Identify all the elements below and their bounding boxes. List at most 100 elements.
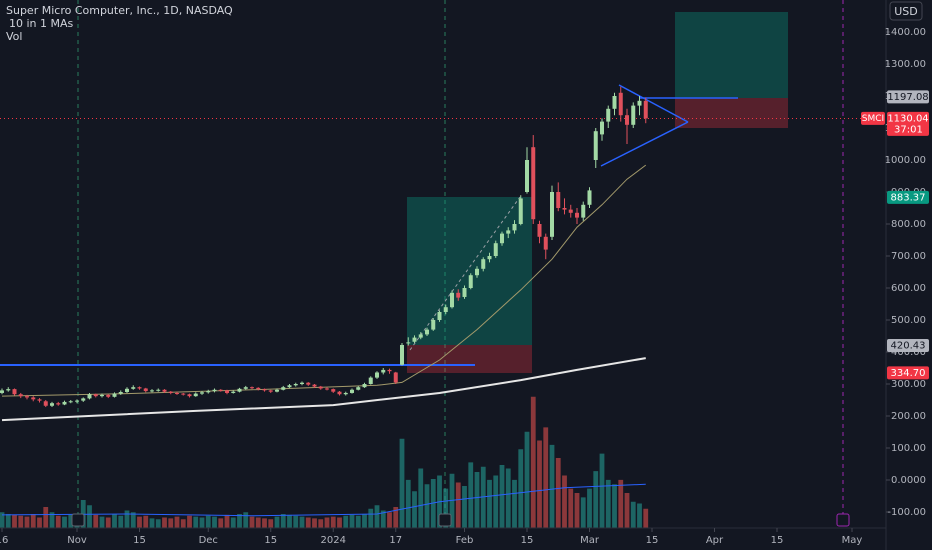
volume-bar [318, 519, 324, 528]
candle-body [337, 391, 342, 395]
volume-bar [180, 519, 186, 528]
volume-bar [612, 484, 617, 528]
x-tick-label: 15 [771, 535, 784, 546]
volume-bar [5, 514, 11, 528]
candle-body [18, 394, 23, 397]
candle-body [0, 390, 4, 393]
candle-body [506, 230, 511, 234]
volume-bar [412, 491, 417, 528]
candle-body [462, 288, 467, 297]
candle-body [81, 398, 86, 401]
volume-bar [568, 488, 574, 528]
candle-body [393, 372, 398, 383]
candle-body [418, 334, 423, 338]
candle-body [25, 396, 29, 398]
candle-body [31, 397, 36, 400]
candle-body [206, 391, 211, 393]
candle-body [325, 388, 329, 390]
x-tick-label: May [842, 535, 863, 546]
volume-bar [143, 515, 149, 528]
volume-bar [399, 438, 405, 528]
candle-body [537, 224, 542, 237]
y-tick-label: -100.00 [887, 507, 926, 518]
candle-body [562, 208, 567, 210]
candle-body [162, 389, 167, 392]
y-tick-label: 600.00 [891, 283, 926, 294]
candle-body [412, 337, 417, 342]
volume-bar [630, 501, 636, 528]
countdown: 37:01 [894, 124, 923, 135]
x-tick-label: 16 [0, 535, 8, 546]
candle-body [456, 292, 461, 298]
price-tag [887, 338, 929, 352]
candle-body [118, 392, 123, 394]
candle-body [168, 391, 173, 393]
y-tick-label: 300.00 [891, 379, 926, 390]
candle-body [256, 387, 261, 390]
volume-bar [0, 512, 5, 528]
candle-body [568, 209, 573, 213]
volume-bar [487, 479, 492, 528]
candle-body [493, 243, 498, 256]
volume-bar [280, 514, 286, 528]
volume-bar [87, 505, 92, 528]
candle-body [500, 233, 504, 244]
long-profit-zone [407, 197, 532, 345]
candle-body [312, 384, 317, 387]
volume-bar [193, 516, 199, 528]
candle-body [262, 389, 267, 391]
volume-bar [374, 505, 380, 528]
volume-bar [30, 514, 36, 528]
volume-bar [299, 516, 305, 528]
candle-body [550, 192, 554, 237]
candle-body [68, 401, 73, 403]
volume-bar [330, 516, 336, 528]
volume-bar [105, 517, 111, 528]
volume-bar [230, 517, 236, 528]
volume-bar [480, 466, 486, 528]
volume-bar [605, 479, 611, 528]
x-tick-label: 15 [521, 535, 534, 546]
volume-bar [174, 516, 180, 528]
volume-bar [343, 515, 349, 528]
volume-bar [530, 396, 536, 528]
y-tick-label: 700.00 [891, 251, 926, 262]
volume-bar [68, 514, 74, 528]
candle-body [137, 387, 142, 389]
volume-bar [424, 484, 430, 528]
candle-body [187, 394, 192, 397]
volume-bar [499, 465, 505, 528]
volume-bar [130, 512, 136, 528]
volume-bar [112, 514, 117, 528]
volume-bar [599, 453, 605, 528]
volume-bar [99, 516, 105, 528]
volume-bar [368, 508, 374, 528]
volume-bar [349, 514, 355, 528]
long-stop-zone [675, 98, 788, 128]
currency-box[interactable] [889, 1, 923, 21]
volume-bar [62, 516, 67, 528]
candle-body [62, 401, 67, 405]
x-tick-label: Apr [706, 535, 724, 546]
volume-bar [555, 458, 561, 528]
volume-bar [205, 515, 211, 528]
candle-body [525, 160, 529, 192]
candle-body [131, 387, 136, 389]
price-tag-label: 1130.04 [887, 113, 928, 124]
volume-bar [549, 444, 555, 528]
volume-bar [224, 514, 230, 528]
candle-body [543, 236, 548, 250]
price-tag [887, 366, 929, 380]
volume-bar [449, 473, 455, 528]
volume-bar [587, 488, 592, 528]
volume-bar [443, 488, 449, 528]
x-tick-label: Mar [580, 535, 600, 546]
volume-bar [43, 507, 49, 528]
volume-bar [637, 503, 642, 528]
candle-body [512, 224, 517, 231]
y-tick-label: 1400.00 [885, 27, 926, 38]
y-tick-label: 0.0000 [891, 475, 926, 486]
volume-bar [287, 514, 292, 528]
volume-bar [493, 475, 499, 528]
